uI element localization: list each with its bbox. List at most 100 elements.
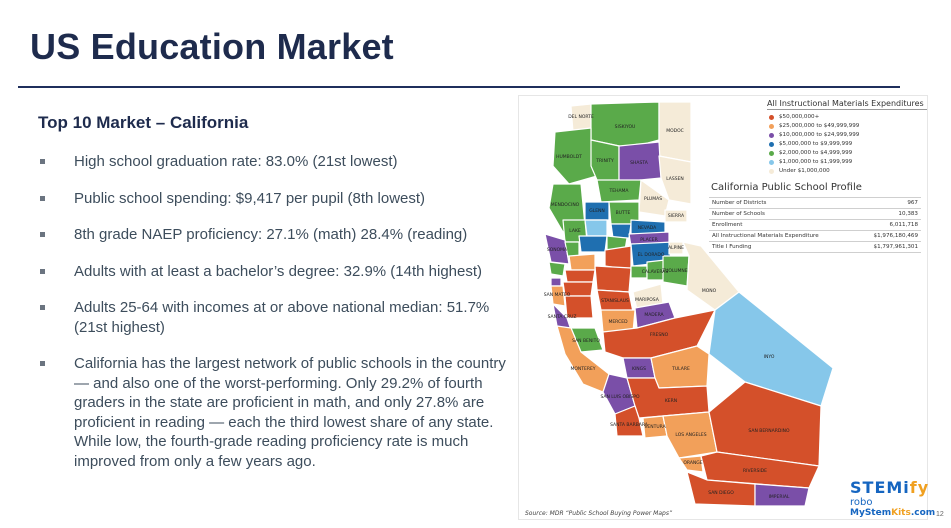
map-label: ORANGE (683, 460, 702, 466)
bullet-marker (40, 268, 45, 274)
table-row: All Instructional Materials Expenditure $… (709, 230, 921, 242)
legend-swatch (769, 151, 774, 156)
profile-label: Number of Districts (709, 197, 856, 209)
california-map-panel: DEL NORTE SISKIYOU MODOC HUMBOLDT TRINIT… (518, 95, 928, 520)
map-label: TRINITY (595, 158, 614, 164)
logo-site-kits: Kits (891, 508, 911, 518)
bullet-marker (40, 361, 45, 366)
bullet-marker (40, 305, 45, 310)
legend-swatch (769, 160, 774, 165)
bullet-marker (40, 232, 45, 237)
county-imperial (754, 483, 810, 507)
map-label: PLACER (640, 237, 657, 243)
logo-stem-text: STEMi (850, 478, 910, 497)
legend-label: $2,000,000 to $4,999,999 (779, 150, 853, 156)
bullet-marker (40, 159, 45, 164)
county-sierra (664, 209, 688, 223)
profile-value: 967 (855, 197, 921, 209)
map-label: MARIPOSA (635, 297, 660, 303)
county-san-francisco (550, 277, 562, 287)
map-label: VENTURA (644, 424, 666, 430)
logo-site-main: MyStem (850, 508, 892, 518)
map-label: SIERRA (668, 213, 685, 219)
map-label: ALPINE (668, 245, 684, 251)
map-label: PLUMAS (644, 196, 662, 202)
profile-label: All Instructional Materials Expenditure (709, 230, 856, 242)
legend-item: $25,000,000 to $49,999,999 (767, 122, 927, 131)
profile-title: California Public School Profile (711, 182, 862, 193)
county-lassen (658, 155, 692, 205)
profile-label: Enrollment (709, 219, 856, 231)
table-row: Enrollment 6,011,718 (709, 219, 921, 231)
legend-label: $5,000,000 to $9,999,999 (779, 141, 853, 147)
legend-label: $1,000,000 to $1,999,999 (779, 159, 853, 165)
map-label: STANISLAUS (601, 298, 629, 304)
map-label: DEL NORTE (568, 114, 594, 120)
county-san-joaquin (594, 265, 632, 293)
slide-title: US Education Market (30, 26, 394, 67)
map-label: LASSEN (666, 176, 684, 182)
legend-swatch (769, 142, 774, 147)
california-county-map: DEL NORTE SISKIYOU MODOC HUMBOLDT TRINIT… (544, 101, 834, 507)
map-label: MERCED (608, 319, 628, 325)
map-label: GLENN (589, 208, 605, 214)
profile-label: Title I Funding (709, 241, 856, 253)
bullet-item: Public school spending: $9,417 per pupil… (38, 189, 516, 209)
county-inyo (708, 291, 834, 407)
county-los-angeles (662, 411, 718, 459)
map-label: KINGS (632, 366, 646, 372)
bullet-item: California has the largest network of pu… (38, 354, 516, 471)
profile-table: Number of Districts 967 Number of Schools… (709, 197, 921, 253)
legend-item: $2,000,000 to $4,999,999 (767, 149, 927, 158)
profile-value: $1,797,961,301 (855, 241, 921, 253)
bullet-text: High school graduation rate: 83.0% (21st… (74, 153, 398, 170)
map-label: CALAVERAS (642, 269, 669, 275)
table-row: Title I Funding $1,797,961,301 (709, 241, 921, 253)
map-label: LOS ANGELES (675, 432, 706, 438)
county-san-bernardino (708, 381, 822, 467)
county-yuba (610, 223, 632, 239)
map-label: HUMBOLDT (556, 154, 582, 160)
map-label: TULARE (671, 366, 690, 372)
map-label: LAKE (569, 228, 581, 234)
county-alpine (668, 241, 684, 255)
county-riverside (700, 451, 820, 489)
map-label: SAN DIEGO (708, 490, 734, 496)
map-label: KERN (665, 398, 677, 404)
map-label: SANTA CRUZ (548, 314, 577, 320)
bullet-text: Adults 25-64 with incomes at or above na… (74, 299, 490, 336)
legend-item: $1,000,000 to $1,999,999 (767, 158, 927, 167)
map-label: MONO (702, 288, 717, 294)
map-source: Source: MDR “Public School Buying Power … (525, 510, 673, 517)
bullet-text: Public school spending: $9,417 per pupil… (74, 189, 426, 207)
county-tehama (596, 179, 642, 203)
stemify-logo: STEMify robo MyStemKits.com (850, 478, 946, 518)
map-label: NEVADA (638, 225, 657, 231)
profile-value: 10,383 (855, 208, 921, 220)
map-label: MODOC (666, 128, 684, 134)
profile-label: Number of Schools (709, 208, 856, 220)
county-yolo (578, 235, 608, 253)
bullet-text: Adults with at least a bachelor’s degree… (74, 262, 483, 280)
map-label: SANTA BARBARA (610, 422, 649, 428)
legend-swatch (769, 133, 774, 138)
county-colusa (584, 219, 608, 237)
legend-item: Under $1,000,000 (767, 167, 927, 176)
map-label: IMPERIAL (769, 494, 790, 500)
map-label: MENDOCINO (551, 202, 580, 208)
map-label: BUTTE (616, 210, 631, 216)
county-marin (548, 261, 566, 277)
map-label: SAN BENITO (572, 338, 600, 344)
logo-site: MyStemKits.com (850, 508, 946, 518)
bullet-marker (40, 195, 45, 201)
map-label: SHASTA (630, 160, 649, 166)
table-row: Number of Districts 967 (709, 197, 921, 209)
bullet-item: Adults 25-64 with incomes at or above na… (38, 298, 516, 337)
slide-subtitle: Top 10 Market – California (38, 113, 249, 132)
school-profile: California Public School Profile Number … (709, 182, 921, 253)
bullet-item: Adults with at least a bachelor’s degree… (38, 262, 516, 282)
logo-robo: robo (850, 497, 873, 508)
county-santa-clara (564, 295, 594, 319)
county-orange (678, 455, 704, 473)
map-label: TEHAMA (608, 188, 629, 194)
